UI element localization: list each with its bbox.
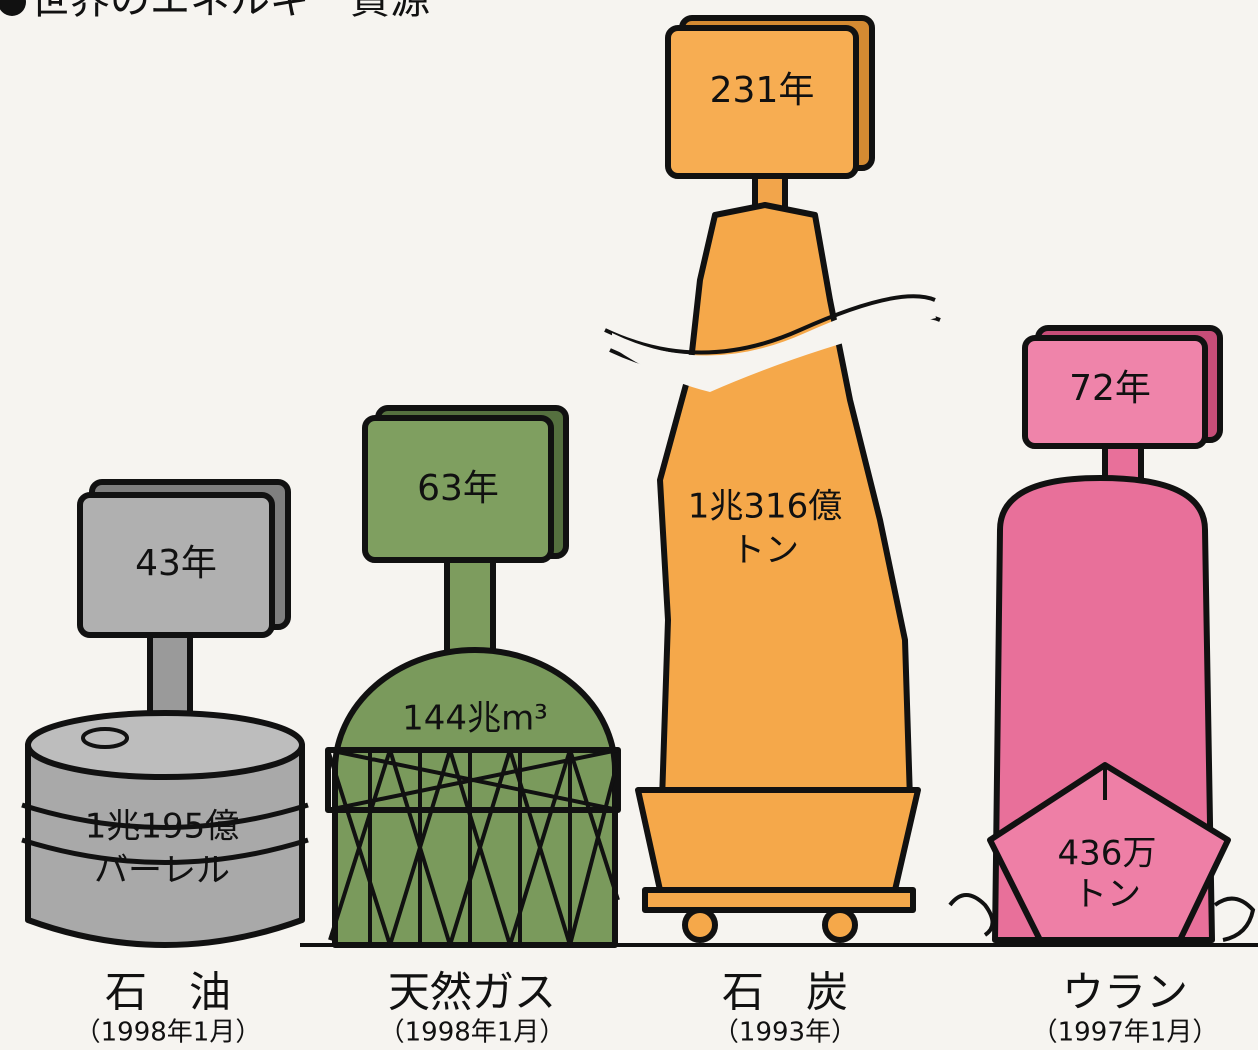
gas-lattice-band bbox=[325, 747, 621, 813]
coal-cart bbox=[635, 787, 921, 893]
oil-drum-rings bbox=[21, 802, 309, 865]
uranium-illustration bbox=[948, 325, 1256, 943]
resource-name: 石 炭 bbox=[722, 968, 848, 1017]
coal-years: 231年 bbox=[710, 70, 815, 111]
gas-lattice bbox=[326, 748, 620, 946]
resource-date: （1993年） bbox=[713, 1018, 857, 1048]
resource-date: （1998年1月） bbox=[379, 1018, 566, 1048]
oil-reserve: バーレル bbox=[94, 851, 230, 891]
uranium-reserve: トン bbox=[1073, 875, 1141, 915]
resource-name: ウラン bbox=[1062, 968, 1188, 1017]
uranium-crystal bbox=[987, 762, 1231, 943]
coal-illustration bbox=[604, 15, 941, 943]
resource-date: （1998年1月） bbox=[75, 1018, 262, 1048]
oil-sign bbox=[77, 492, 275, 638]
uranium-sparkle bbox=[948, 893, 1256, 942]
gas-sign bbox=[362, 415, 554, 563]
title: 世界のエネルギー資源 bbox=[30, 0, 430, 23]
coal-reserve: 1兆316億 bbox=[688, 487, 843, 527]
uranium-years: 72年 bbox=[1069, 368, 1151, 409]
uranium-reserve: 436万 bbox=[1058, 834, 1157, 874]
coal-cart-base bbox=[642, 887, 916, 913]
coal-wheel bbox=[682, 907, 718, 943]
oil-reserve: 1兆195億 bbox=[85, 807, 240, 847]
oil-drum-top bbox=[25, 710, 305, 780]
oil-drum-cap bbox=[81, 727, 129, 749]
coal-reserve: トン bbox=[731, 531, 799, 571]
resource-name: 石 油 bbox=[105, 968, 231, 1017]
gas-tank bbox=[332, 647, 618, 948]
gas-reserve: 144兆m³ bbox=[402, 699, 548, 739]
gas-illustration bbox=[325, 405, 621, 948]
resource-date: （1997年1月） bbox=[1032, 1018, 1219, 1048]
title-bullet bbox=[0, 0, 26, 16]
coal-break-gap bbox=[612, 300, 936, 392]
coal-sign bbox=[665, 25, 859, 179]
gas-years: 63年 bbox=[417, 468, 499, 509]
coal-pile bbox=[657, 202, 913, 803]
oil-illustration bbox=[21, 479, 309, 948]
resource-name: 天然ガス bbox=[388, 968, 556, 1017]
uranium-sign bbox=[1022, 335, 1208, 449]
oil-years: 43年 bbox=[135, 543, 217, 584]
coal-wheel bbox=[822, 907, 858, 943]
